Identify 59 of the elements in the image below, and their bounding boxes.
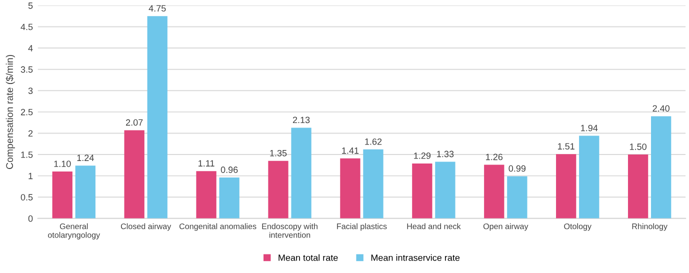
y-tick-label: 3.5 [20, 66, 33, 73]
bar [268, 160, 288, 218]
legend-label: Mean intraservice rate [371, 254, 460, 261]
data-label: 1.29 [414, 152, 431, 159]
y-tick-label: 3 [28, 88, 33, 94]
y-tick-label: 5 [28, 2, 33, 9]
bar [507, 176, 528, 218]
legend-label: Mean total rate [278, 254, 338, 261]
data-label: 1.33 [437, 150, 454, 158]
y-tick-label: 0.5 [20, 194, 33, 200]
data-label: 0.99 [508, 165, 526, 172]
data-label: 1.62 [365, 138, 382, 145]
data-label: 1.10 [54, 160, 71, 167]
bar [484, 164, 504, 218]
data-label: 0.96 [220, 166, 238, 173]
y-tick-label: 4.5 [20, 24, 33, 30]
y-tick-label: 2 [28, 130, 33, 136]
data-label: 1.94 [581, 124, 598, 132]
data-label: 2.13 [292, 116, 310, 124]
bar [628, 154, 648, 218]
bar [196, 171, 216, 218]
y-tick-label: 1 [28, 172, 33, 180]
x-tick-label: Endoscopy with intervention [262, 223, 318, 238]
bar [363, 149, 384, 218]
bar [340, 158, 360, 218]
data-label: 2.40 [652, 105, 670, 112]
data-label: 2.07 [126, 119, 143, 126]
bar [219, 178, 240, 218]
data-label: 1.41 [342, 147, 359, 154]
bar [435, 162, 456, 218]
data-label: 1.35 [270, 150, 287, 156]
y-tick-label: 1.5 [21, 152, 33, 158]
bar [75, 166, 96, 218]
x-tick-label: Head and neck [407, 223, 461, 230]
bar [147, 16, 168, 218]
y-tick-label: 4 [28, 45, 33, 52]
x-tick-label: Otology [564, 223, 592, 231]
x-tick-label: General otolaryngology [48, 223, 100, 240]
data-label: 4.75 [148, 5, 166, 12]
bar [556, 154, 576, 218]
x-tick-label: Open airway [483, 223, 528, 231]
bar [412, 163, 432, 218]
data-label: 1.11 [198, 160, 214, 166]
y-axis-title: Compensation rate ($/min) [6, 54, 15, 169]
data-label: 1.51 [558, 143, 574, 150]
bar [52, 172, 72, 218]
data-label: 1.50 [630, 144, 646, 150]
bar [651, 116, 672, 218]
bar [124, 130, 144, 218]
bar [579, 136, 600, 218]
x-tick-label: Congenital anomalies [179, 223, 256, 231]
x-tick-label: Facial plastics [337, 223, 387, 231]
data-label: 1.24 [77, 154, 94, 161]
y-tick-label: 2.5 [20, 108, 33, 116]
x-tick-label: Rhinology [632, 223, 668, 231]
y-tick-label: 0 [28, 215, 33, 222]
x-tick-label: Closed airway [120, 223, 172, 231]
data-label: 1.26 [486, 154, 503, 160]
bar [291, 128, 312, 218]
